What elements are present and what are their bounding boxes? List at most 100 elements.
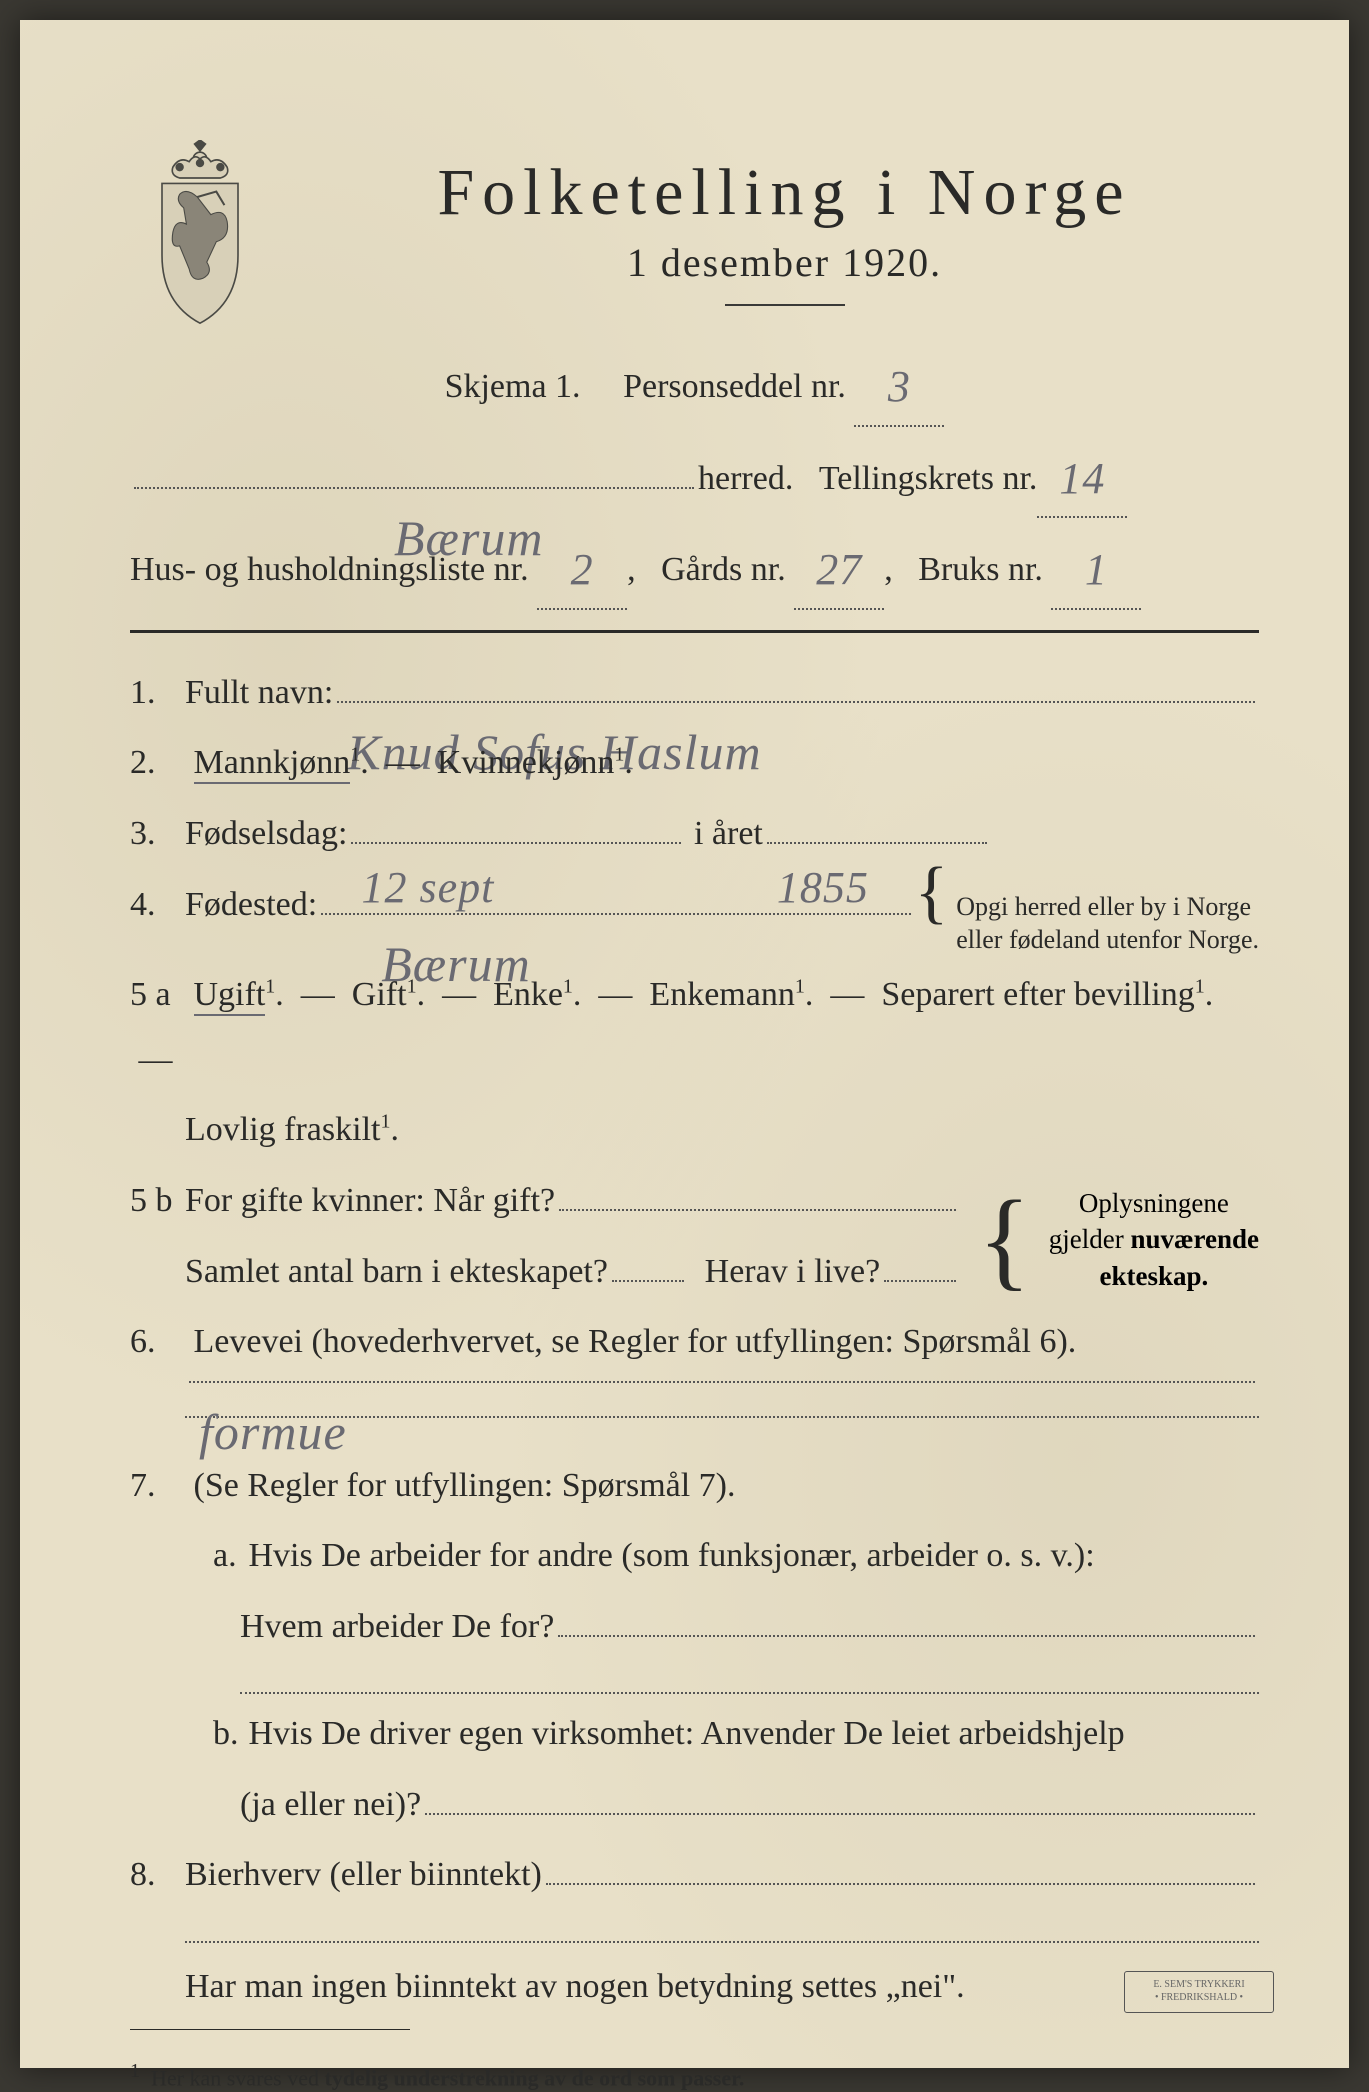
q2-sup2: 1 (614, 744, 624, 766)
herred-field: Bærum (134, 487, 694, 489)
q7a-num: a. (185, 1524, 240, 1589)
personseddel-nr: 3 (888, 362, 911, 411)
main-title: Folketelling i Norge (310, 155, 1259, 231)
q8-num: 8. (130, 1843, 185, 1908)
bruks-field: 1 (1051, 524, 1141, 610)
q5a-enkemann: Enkemann (649, 976, 794, 1013)
q7a-field2 (240, 1665, 1259, 1694)
q7b-l2: (ja eller nei)? (240, 1773, 421, 1838)
q5b-note-l1: Oplysningene (1079, 1188, 1229, 1218)
q5b-l2-label: Samlet antal barn i ekteskapet? (185, 1240, 608, 1305)
personseddel-label: Personseddel nr. (623, 368, 846, 405)
skjema-label: Skjema 1. (445, 368, 581, 405)
subtitle: 1 desember 1920. (310, 239, 1259, 286)
q5b-l2b-label: Herav i live? (705, 1240, 881, 1305)
q5a-line2: Lovlig fraskilt1. (130, 1098, 1259, 1163)
closing-text: Har man ingen biinntekt av nogen betydni… (185, 1968, 965, 2005)
q5b-l1-field (559, 1209, 956, 1211)
census-form-document: Folketelling i Norge 1 desember 1920. Sk… (20, 20, 1349, 2068)
q3-line: 3. Fødselsdag: 12 sept i året 1855 (130, 802, 1259, 867)
footnote: 1 Her kan svares ved tydelig understrekn… (130, 2060, 1259, 2091)
gards-label: Gårds nr. (661, 551, 786, 588)
q8-field (546, 1883, 1255, 1885)
q5a-separert: Separert efter bevilling (881, 976, 1194, 1013)
q4-note-l1: Opgi herred eller by i Norge (956, 892, 1251, 921)
q7-line: 7. (Se Regler for utfyllingen: Spørsmål … (130, 1454, 1259, 1519)
q6-line1: 6. Levevei (hovederhvervet, se Regler fo… (130, 1310, 1259, 1375)
q4-field: Bærum (321, 913, 910, 915)
stamp-l2: • FREDRIKSHALD • (1155, 1992, 1243, 2003)
q7b-num: b. (185, 1702, 240, 1767)
q5a-num: 5 a (130, 963, 185, 1028)
q2-kvinne: Kvinnekjønn (437, 744, 615, 781)
q5b-line1: 5 b For gifte kvinner: Når gift? (130, 1169, 960, 1234)
footnote-b: tydelig understrekning av de ord som pas… (325, 2066, 745, 2091)
q5a-line1: 5 a Ugift1. — Gift1. — Enke1. — Enkemann… (130, 963, 1259, 1092)
husliste-label: Hus- og husholdningsliste nr. (130, 551, 529, 588)
q2-num: 2. (130, 731, 185, 796)
q2-dash: — (386, 744, 420, 781)
document-header: Folketelling i Norge 1 desember 1920. (130, 130, 1259, 331)
tellingskrets-nr: 14 (1059, 454, 1105, 503)
q7a-l2: Hvem arbeider De for? (240, 1595, 554, 1660)
q6-label: Levevei (hovederhvervet, se Regler for u… (194, 1323, 1077, 1360)
q1-num: 1. (130, 661, 185, 726)
printer-stamp: E. SEM'S TRYKKERI • FREDRIKSHALD • (1124, 1971, 1274, 2013)
q7b-field (425, 1813, 1255, 1815)
brace-icon: { (915, 875, 949, 910)
bruks-nr: 1 (1085, 545, 1108, 594)
q1-line: 1. Fullt navn: Knud Sofus Haslum (130, 661, 1259, 726)
q7a-line2: Hvem arbeider De for? (130, 1595, 1259, 1660)
q5a-enke: Enke (493, 976, 563, 1013)
q7a-field (558, 1635, 1255, 1637)
herred-line: Bærum herred. Tellingskrets nr. 14 (130, 433, 1259, 519)
q2-line: 2. Mannkjønn1. — Kvinnekjønn1. (130, 731, 1259, 796)
q4-note: Opgi herred eller by i Norge eller fødel… (956, 890, 1259, 958)
q3-year-field: 1855 (767, 842, 987, 844)
husliste-line: Hus- og husholdningsliste nr. 2, Gårds n… (130, 524, 1259, 610)
footnote-rule (130, 2029, 410, 2030)
footnote-sup: 1 (130, 2060, 140, 2082)
q5b-block: 5 b For gifte kvinner: Når gift? Samlet … (130, 1169, 1259, 1310)
herred-label: herred. (698, 447, 793, 512)
closing-line: Har man ingen biinntekt av nogen betydni… (130, 1955, 1259, 2020)
q5a-gift: Gift (352, 976, 407, 1013)
q2-sup1: 1 (350, 744, 360, 766)
section-rule (130, 630, 1259, 633)
tellingskrets-label: Tellingskrets nr. (819, 447, 1038, 512)
q7b-l1: Hvis De driver egen virksomhet: Anvender… (249, 1715, 1125, 1752)
q5a-fraskilt: Lovlig fraskilt (185, 1111, 380, 1148)
q5a-ugift: Ugift (194, 976, 266, 1016)
q4-line: 4. Fødested: Bærum { Opgi herred eller b… (130, 873, 1259, 958)
q5b-l1-label: For gifte kvinner: Når gift? (185, 1169, 555, 1234)
q8-line: 8. Bierhverv (eller biinntekt) (130, 1843, 1259, 1908)
q5b-note: Oplysningene gjelder nuværende ekteskap. (1049, 1185, 1259, 1294)
q1-field: Knud Sofus Haslum (337, 701, 1255, 703)
title-rule (725, 304, 845, 306)
q7-label: (Se Regler for utfyllingen: Spørsmål 7). (194, 1467, 736, 1504)
q6-field1: formue (189, 1381, 1255, 1383)
q4-note-l2: eller fødeland utenfor Norge. (956, 925, 1259, 954)
q8-label: Bierhverv (eller biinntekt) (185, 1843, 542, 1908)
q5b-note-l3: ekteskap. (1099, 1261, 1208, 1291)
q2-mann: Mannkjønn (194, 744, 351, 784)
title-block: Folketelling i Norge 1 desember 1920. (310, 130, 1259, 331)
q7a-line1: a. Hvis De arbeider for andre (som funks… (130, 1524, 1259, 1589)
q7b-line2: (ja eller nei)? (130, 1773, 1259, 1838)
coat-of-arms-icon (130, 140, 270, 330)
q7b-line1: b. Hvis De driver egen virksomhet: Anven… (130, 1702, 1259, 1767)
q4-label: Fødested: (185, 873, 317, 938)
q3-year-label: i året (694, 802, 763, 867)
q5b-num: 5 b (130, 1169, 185, 1234)
q6-line2: formue (130, 1381, 1259, 1383)
q3-num: 3. (130, 802, 185, 867)
q6-num: 6. (130, 1310, 185, 1375)
husliste-field: 2 (537, 524, 627, 610)
personseddel-nr-field: 3 (854, 341, 944, 427)
q3-day-field: 12 sept (351, 842, 681, 844)
q7-num: 7. (130, 1454, 185, 1519)
gards-field: 27 (794, 524, 884, 610)
q8-field2 (185, 1914, 1259, 1943)
q1-label: Fullt navn: (185, 661, 333, 726)
q5b-l2b-field (884, 1280, 956, 1282)
